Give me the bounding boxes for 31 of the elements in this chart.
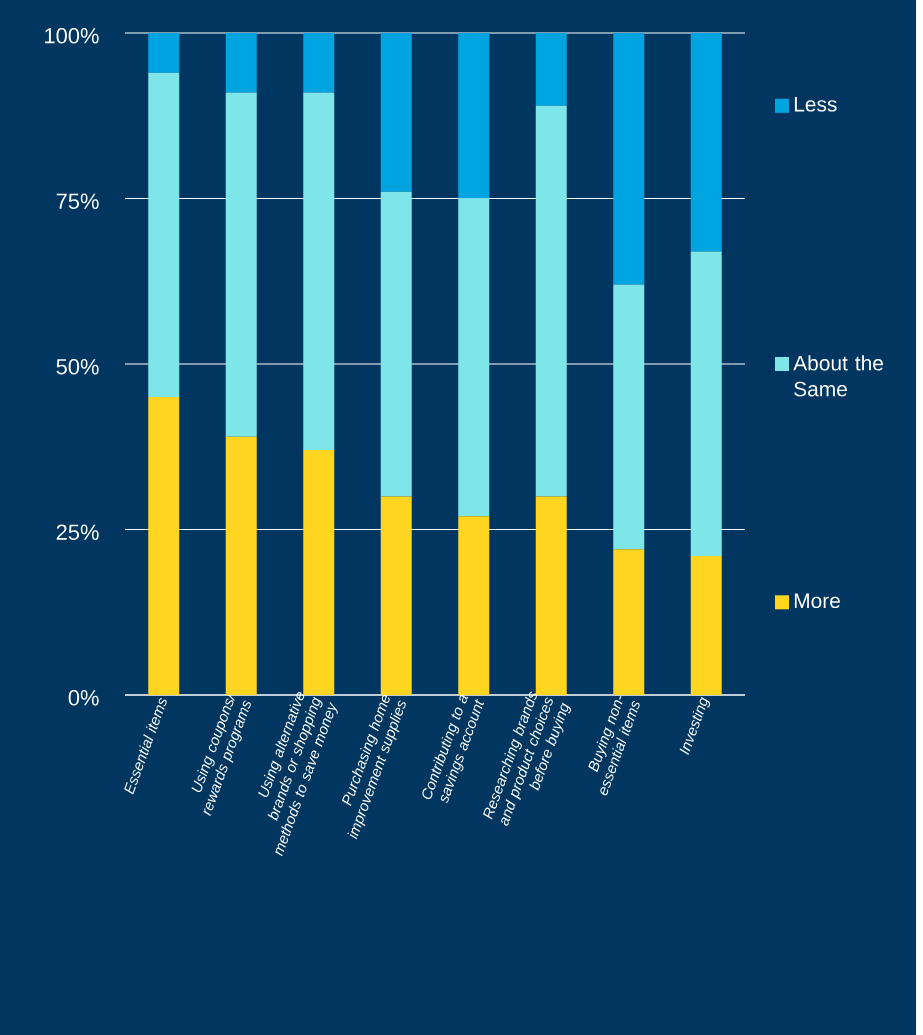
y-tick-label: 50% <box>56 358 99 375</box>
bar <box>148 32 180 73</box>
bar <box>535 496 567 695</box>
bar <box>458 32 490 199</box>
bar <box>613 284 645 550</box>
bar <box>458 516 490 695</box>
y-tick-label: 100% <box>45 27 99 44</box>
bar <box>225 32 257 93</box>
y-tick-label: 25% <box>56 524 99 540</box>
bar <box>380 496 412 695</box>
y-tick-label: 75% <box>56 193 99 209</box>
bar <box>690 32 722 252</box>
bar <box>613 32 645 285</box>
bar <box>303 450 335 695</box>
legend-label: About the Same <box>793 355 883 397</box>
bar <box>148 397 180 695</box>
bar <box>303 32 335 93</box>
bar <box>225 92 257 437</box>
bar <box>303 92 335 451</box>
y-tick-label: 0% <box>68 689 99 706</box>
legend-label: Less <box>794 97 837 112</box>
bar <box>458 198 490 517</box>
bar <box>535 105 567 497</box>
bar <box>380 191 412 497</box>
bar <box>535 32 567 106</box>
bar <box>613 549 645 695</box>
bar <box>380 32 412 192</box>
bar <box>690 555 722 695</box>
legend-label: More <box>794 593 840 609</box>
bar <box>690 251 722 556</box>
bar <box>148 72 180 398</box>
